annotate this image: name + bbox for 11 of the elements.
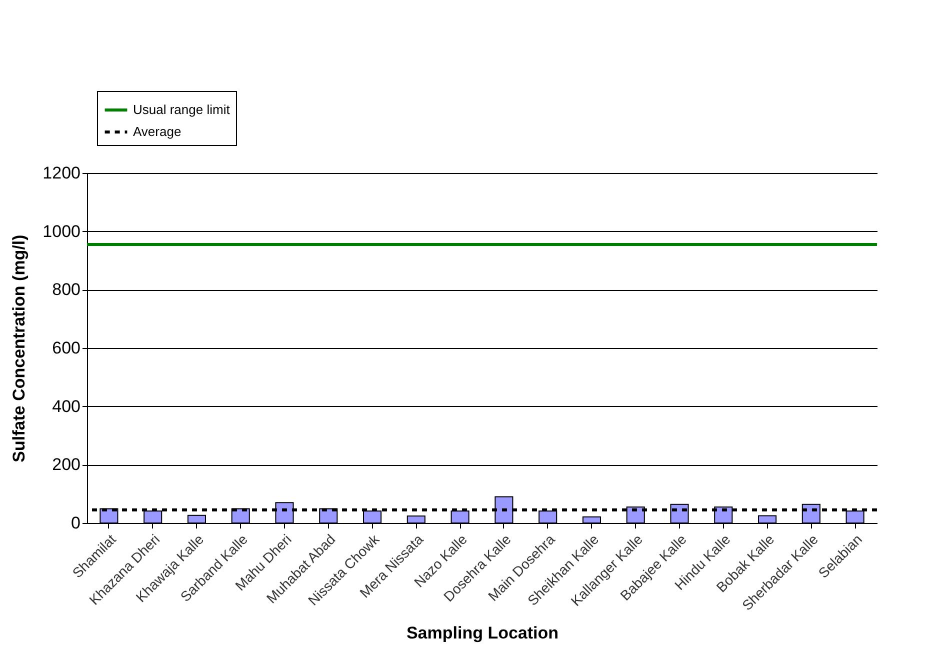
y-tick-label: 800 (52, 280, 80, 300)
legend-label: Usual range limit (133, 102, 230, 117)
y-tick-label: 400 (52, 396, 80, 416)
x-axis-title: Sampling Location (406, 623, 559, 642)
y-tick-label: 1200 (42, 164, 80, 182)
y-tick-label: 600 (52, 338, 80, 358)
y-tick-label: 200 (52, 455, 80, 474)
legend-label: Average (133, 124, 182, 139)
y-axis-title: Sulfate Concentration (mg/l) (10, 234, 29, 462)
y-tick-label: 0 (71, 514, 80, 532)
y-tick-label: 1000 (42, 222, 80, 241)
